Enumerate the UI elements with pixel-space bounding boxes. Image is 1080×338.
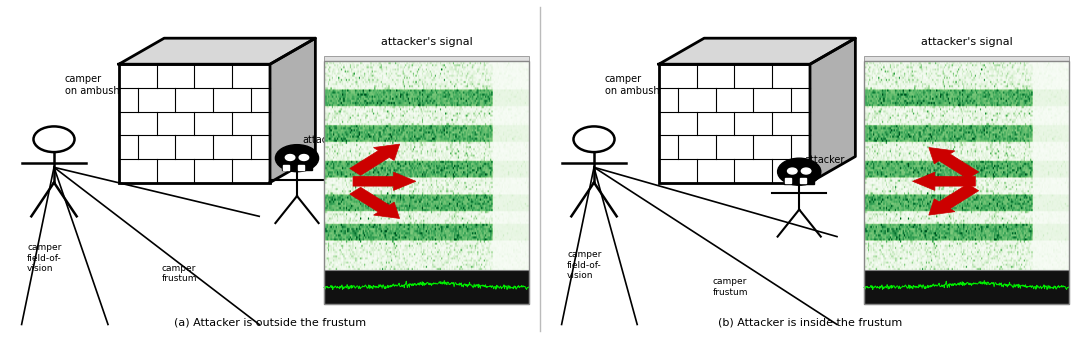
Polygon shape [350, 144, 400, 175]
Circle shape [285, 154, 295, 161]
Circle shape [778, 158, 821, 185]
Text: camper
on ambush: camper on ambush [65, 74, 120, 96]
Text: attacker's signal: attacker's signal [921, 37, 1012, 47]
Polygon shape [929, 147, 978, 179]
Bar [324, 270, 529, 304]
Polygon shape [659, 38, 855, 64]
Bar [784, 178, 814, 184]
Text: (a) Attacker is outside the frustum: (a) Attacker is outside the frustum [174, 318, 366, 328]
Polygon shape [353, 172, 416, 190]
Bar [324, 61, 529, 304]
Polygon shape [810, 38, 855, 183]
Text: attacker: attacker [805, 155, 845, 166]
Bar [864, 61, 1069, 304]
Circle shape [801, 168, 811, 174]
Polygon shape [350, 187, 400, 218]
Text: camper
frustum: camper frustum [713, 277, 748, 296]
Circle shape [299, 154, 309, 161]
Text: camper
field-of-
vision: camper field-of- vision [567, 250, 602, 280]
Bar [785, 178, 791, 183]
Text: camper
frustum: camper frustum [162, 264, 198, 283]
Bar [800, 178, 806, 183]
Polygon shape [270, 38, 315, 183]
Polygon shape [913, 172, 975, 190]
Bar [283, 165, 288, 170]
Text: attacker: attacker [302, 135, 342, 145]
Bar [298, 165, 303, 170]
Polygon shape [119, 38, 315, 64]
Bar [864, 270, 1069, 304]
Bar [119, 64, 270, 183]
Polygon shape [929, 184, 978, 215]
Text: camper
field-of-
vision: camper field-of- vision [27, 243, 62, 273]
Text: (b) Attacker is inside the frustum: (b) Attacker is inside the frustum [718, 318, 902, 328]
Circle shape [275, 145, 319, 172]
Bar [864, 56, 1069, 61]
Bar [282, 164, 312, 170]
Text: attacker's signal: attacker's signal [381, 37, 472, 47]
Text: camper
on ambush: camper on ambush [605, 74, 660, 96]
Bar [659, 64, 810, 183]
Bar [324, 56, 529, 61]
Circle shape [787, 168, 797, 174]
